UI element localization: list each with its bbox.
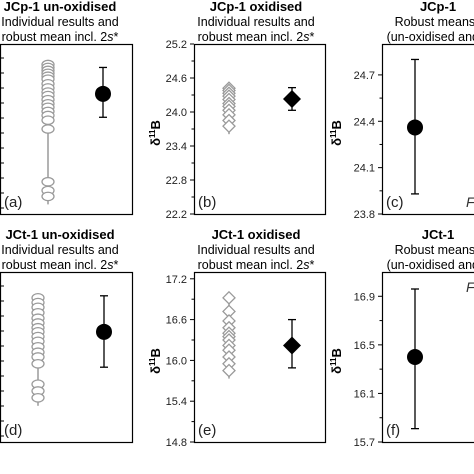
panel-subtitle-line: robust mean incl. 2s* (198, 30, 315, 44)
individual-result-marker (41, 115, 55, 126)
plot-frame (381, 271, 474, 444)
y-tick-label: 22.2 (166, 209, 187, 221)
panel-title: JCt-1 un-oxidised (5, 227, 114, 242)
y-axis-label: δ11B (148, 348, 163, 374)
individual-result-marker (222, 363, 236, 378)
individual-result-marker (41, 176, 55, 187)
y-tick-label: 24.0 (166, 107, 187, 119)
y-tick-label: 16.0 (166, 355, 187, 367)
y-tick-label: 24.4 (354, 116, 375, 128)
robust-mean-marker (283, 89, 301, 108)
individual-result-marker (31, 358, 45, 369)
plot-frame (381, 43, 474, 216)
panel-subtitle-line: Individual results and (197, 243, 314, 257)
individual-result-marker (222, 290, 236, 305)
panel-label: (f) (386, 422, 400, 439)
panel-subtitle-line: robust mean incl. 2s* (2, 30, 119, 44)
plot-frame (0, 43, 134, 216)
panel-title: JCt-1 (422, 227, 455, 242)
y-axis-label: δ11B (329, 120, 344, 146)
panel-subtitle-line: robust mean incl. 2s* (198, 258, 315, 272)
panel-corner-label: F (466, 279, 474, 295)
plot-frame (0, 271, 134, 444)
y-tick-label: 25.2 (166, 39, 187, 51)
y-tick-label: 23.8 (354, 209, 375, 221)
y-tick-label: 16.1 (354, 388, 375, 400)
robust-mean-marker (407, 349, 423, 365)
panel-subtitle-line: (un-oxidised and o (387, 30, 474, 44)
panel-title: JCp-1 (420, 0, 456, 14)
robust-mean-marker (407, 119, 423, 136)
individual-result-marker (41, 124, 55, 134)
robust-mean-marker (95, 85, 111, 102)
panel-subtitle-line: Individual results and (1, 15, 118, 29)
y-tick-label: 24.1 (354, 163, 375, 175)
y-tick-label: 16.9 (354, 291, 375, 303)
panel-subtitle-line: (un-oxidised and o (387, 258, 474, 272)
y-tick-label: 24.7 (354, 70, 375, 82)
y-axis-label: δ11B (148, 120, 163, 146)
robust-mean-marker (96, 323, 112, 340)
y-axis-label: δ11B (329, 348, 344, 374)
panel-label: (e) (198, 422, 216, 439)
panel-subtitle-line: Individual results and (197, 15, 314, 29)
panel-label: (c) (386, 194, 404, 211)
panel-label: (a) (4, 194, 22, 211)
panel-label: (d) (4, 422, 22, 439)
panel-title: JCt-1 oxidised (212, 227, 301, 242)
panel-corner-label: F (466, 194, 474, 210)
panel-title: JCp-1 oxidised (210, 0, 303, 14)
robust-mean-marker (283, 336, 301, 355)
y-tick-label: 14.8 (166, 437, 187, 449)
plot-frame (193, 271, 327, 444)
y-tick-label: 16.6 (166, 315, 187, 327)
y-tick-label: 17.2 (166, 274, 187, 286)
y-tick-label: 15.4 (166, 396, 187, 408)
panel-subtitle-line: robust mean incl. 2s* (2, 258, 119, 272)
y-tick-label: 23.4 (166, 141, 187, 153)
panel-subtitle-line: Robust means i (395, 15, 474, 29)
panel-title: JCp-1 un-oxidised (4, 0, 117, 14)
y-tick-label: 22.8 (166, 175, 187, 187)
panel-subtitle-line: Individual results and (1, 243, 118, 257)
y-tick-label: 24.6 (166, 73, 187, 85)
y-tick-label: 15.7 (354, 437, 375, 449)
individual-result-marker (222, 119, 236, 134)
individual-result-marker (41, 191, 55, 202)
y-tick-label: 16.5 (354, 340, 375, 352)
panel-label: (b) (198, 194, 216, 211)
individual-result-marker (31, 392, 45, 403)
panel-subtitle-line: Robust means i (395, 243, 474, 257)
plot-frame (193, 43, 327, 216)
